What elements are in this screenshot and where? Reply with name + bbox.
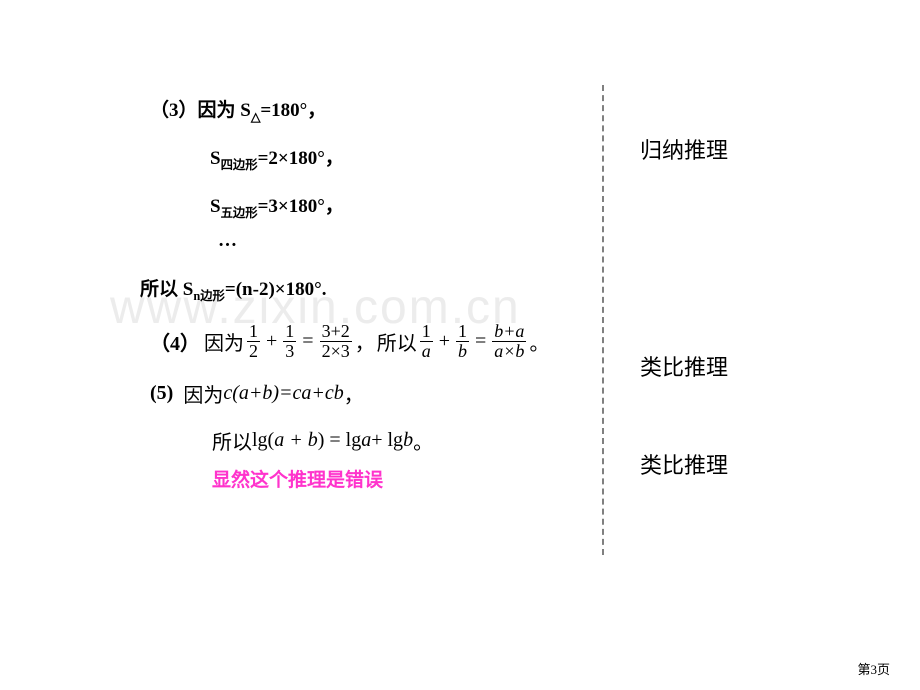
block3-conclusion: 所以 Sn边形=(n-2)×180°. xyxy=(140,274,920,304)
denominator: 2×3 xyxy=(320,341,352,361)
period: 。 xyxy=(413,426,433,455)
block3-ellipsis: … xyxy=(218,230,920,252)
lg: + lg xyxy=(371,429,403,452)
denominator: b xyxy=(456,341,469,361)
fraction: 3+22×3 xyxy=(320,322,352,361)
equals: = xyxy=(475,330,486,353)
numerator: 1 xyxy=(283,322,296,341)
fraction: 1b xyxy=(456,322,469,361)
because: 因为 xyxy=(204,327,244,356)
fraction: b+aa×b xyxy=(492,322,526,361)
math: a xyxy=(361,429,371,452)
subscript: n边形 xyxy=(193,289,225,303)
prefix: (5) xyxy=(150,382,173,405)
numerator: 1 xyxy=(456,322,469,341)
subscript: 四边形 xyxy=(221,158,258,172)
math: a + b xyxy=(274,429,318,452)
block3-line1: （3）因为 S△=180°， xyxy=(150,95,920,125)
fraction: 12 xyxy=(247,322,260,361)
math: c(a+b)=ca+cb xyxy=(223,382,343,405)
equals: = xyxy=(302,330,313,353)
subscript: 五边形 xyxy=(221,205,258,219)
denominator: a xyxy=(420,341,433,361)
text: （3）因为 S xyxy=(150,100,251,121)
denominator: a×b xyxy=(492,341,526,361)
numerator: 1 xyxy=(247,322,260,341)
denominator: 3 xyxy=(283,341,296,361)
numerator: 3+2 xyxy=(320,322,352,341)
block5-line1: (5) 因为 c(a+b)=ca+cb ， xyxy=(150,379,920,408)
text: =180°， xyxy=(260,100,326,121)
text: =2×180°， xyxy=(258,148,344,169)
period: 。 xyxy=(529,327,549,356)
text: =(n-2)×180°. xyxy=(225,279,327,300)
text: 所以 S xyxy=(140,279,193,300)
text: =3×180°， xyxy=(258,196,344,217)
lg: lg( xyxy=(252,429,274,452)
reasoning-label-1: 归纳推理 xyxy=(640,133,728,165)
text: S xyxy=(210,196,221,217)
reasoning-label-2: 类比推理 xyxy=(640,350,728,382)
block3-line2: S四边形=2×180°， xyxy=(210,143,920,173)
so: 所以 xyxy=(377,327,417,356)
lg: ) = lg xyxy=(318,429,362,452)
math: b xyxy=(403,429,413,452)
subscript: △ xyxy=(251,110,261,124)
reasoning-label-3: 类比推理 xyxy=(640,448,728,480)
because: 因为 xyxy=(183,379,223,408)
block5-error-note: 显然这个推理是错误 xyxy=(212,465,920,492)
denominator: 2 xyxy=(247,341,260,361)
page-number: 第3页 xyxy=(857,659,890,678)
fraction: 1a xyxy=(420,322,433,361)
comma: ， xyxy=(355,327,375,356)
fraction: 13 xyxy=(283,322,296,361)
block3-line3: S五边形=3×180°， xyxy=(210,191,920,221)
numerator: 1 xyxy=(420,322,433,341)
numerator: b+a xyxy=(492,322,526,341)
comma: ， xyxy=(344,379,364,408)
main-content: （3）因为 S△=180°， S四边形=2×180°， S五边形=3×180°，… xyxy=(0,0,920,492)
block4-line: （4） 因为 12 + 13 = 3+22×3 ， 所以 1a + 1b = b… xyxy=(150,322,920,361)
plus: + xyxy=(439,330,450,353)
block5-line2: 所以 lg( a + b ) = lg a + lg b 。 xyxy=(212,426,920,455)
so: 所以 xyxy=(212,426,252,455)
prefix: （4） xyxy=(150,327,200,356)
plus: + xyxy=(266,330,277,353)
text: S xyxy=(210,148,221,169)
